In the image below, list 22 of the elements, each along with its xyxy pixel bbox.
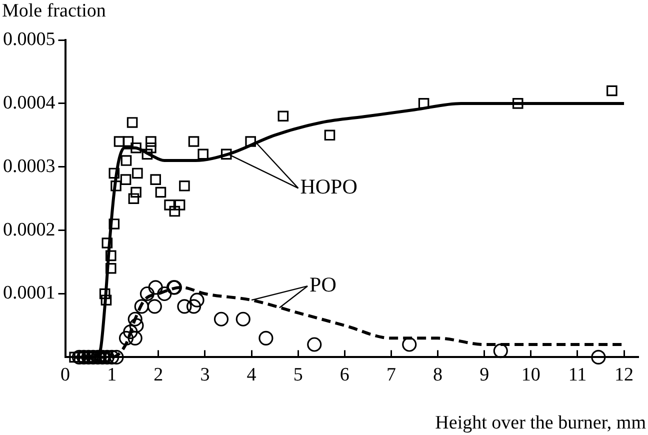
x-tick-label: 2 <box>154 364 164 386</box>
x-tick-label: 6 <box>340 364 350 386</box>
x-tick-label: 12 <box>614 364 634 386</box>
x-tick-label: 8 <box>433 364 443 386</box>
x-axis-title: Height over the burner, mm <box>435 412 646 434</box>
x-tick-label: 10 <box>521 364 540 386</box>
x-tick-label: 5 <box>293 364 303 386</box>
y-axis-title: Mole fraction <box>2 0 106 22</box>
x-tick-label: 3 <box>200 364 210 386</box>
y-tick-label: 0.0001 <box>3 282 56 304</box>
y-tick-label: 0.0004 <box>3 92 56 114</box>
annotation: PO <box>310 272 336 297</box>
y-tick-label: 0.0005 <box>3 28 56 50</box>
x-tick-label: 9 <box>480 364 490 386</box>
x-tick-label: 7 <box>386 364 396 386</box>
x-tick-label: 0 <box>60 364 70 386</box>
x-tick-label: 4 <box>246 364 257 386</box>
y-tick-label: 0.0003 <box>3 156 56 177</box>
x-tick-label: 1 <box>107 364 117 386</box>
y-tick-label: 0.0002 <box>3 219 56 240</box>
annotation: HOPO <box>300 174 358 199</box>
x-tick-label: 11 <box>568 364 587 386</box>
